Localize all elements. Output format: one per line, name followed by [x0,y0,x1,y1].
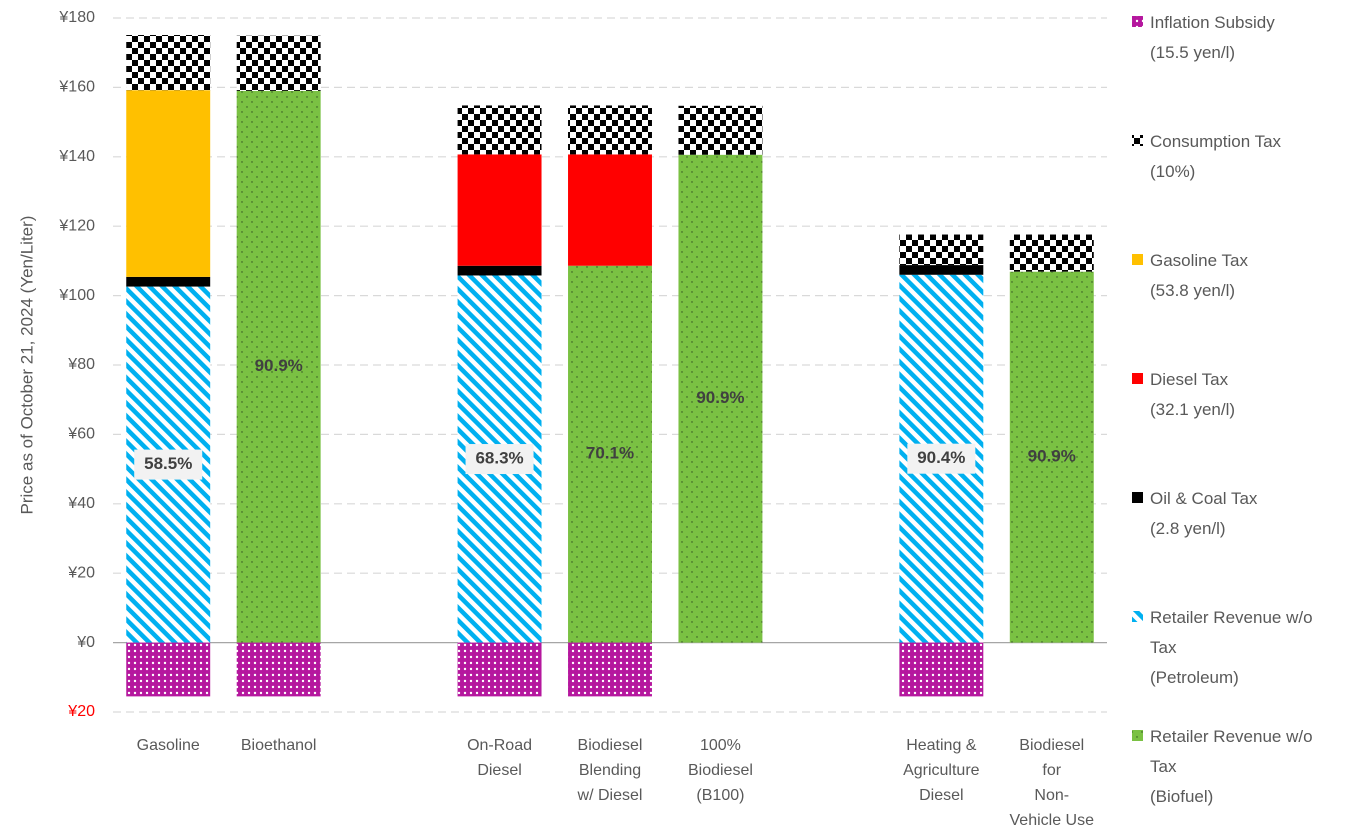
y-tick-label: ¥80 [67,356,95,373]
bar-segment [457,642,542,697]
legend-marker [1132,135,1143,146]
legend-marker [1132,16,1143,27]
bar-segment [126,90,211,277]
bar-segment [899,265,984,275]
legend-label: Inflation Subsidy (15.5 yen/l) [1150,13,1275,62]
x-tick-label: Bioethanol [240,737,317,754]
bar-segment [568,105,652,155]
data-label: 58.5% [144,454,192,473]
bar-segment [457,154,542,266]
bar-segment [236,90,321,643]
y-tick-label: ¥140 [58,148,95,165]
legend-label: Gasoline Tax (53.8 yen/l) [1150,251,1248,300]
bar-segment [568,265,652,643]
data-label: 90.9% [696,388,744,407]
bar-segment [236,35,321,91]
y-tick-label: ¥60 [67,426,95,443]
bar-segment [899,642,984,697]
legend-label: Oil & Coal Tax (2.8 yen/l) [1150,489,1258,538]
legend-marker [1132,254,1143,265]
legend-label: Diesel Tax (32.1 yen/l) [1150,370,1236,419]
y-tick-label: ¥20 [67,703,95,720]
bar-segment [899,234,984,266]
x-tick-label: On-Road Diesel [467,737,532,779]
bar-segment [568,642,652,697]
legend-marker [1132,730,1143,741]
y-tick-label: ¥100 [58,287,95,304]
legend-label: Retailer Revenue w/o Tax (Petroleum) [1150,608,1313,687]
y-tick-label: ¥160 [58,79,95,96]
legend-label: Retailer Revenue w/o Tax (Biofuel) [1150,727,1313,806]
legend-marker [1132,611,1143,622]
legend-label: Consumption Tax (10%) [1150,132,1282,181]
bar-segment [678,105,763,155]
data-label: 90.4% [917,448,965,467]
data-label: 68.3% [475,449,523,468]
bar-segment [457,105,542,155]
bar-segment [126,35,211,91]
data-label: 90.9% [1028,447,1076,466]
y-tick-label: ¥20 [67,564,95,581]
label-box [134,449,203,480]
label-box [465,444,534,475]
bar-segment [568,154,652,266]
legend-marker [1132,373,1143,384]
data-label: 70.1% [586,444,634,463]
bar-segment [1009,271,1094,643]
y-tick-label: ¥180 [58,9,95,26]
y-tick-label: ¥0 [76,634,95,651]
bar-segment [1009,234,1094,272]
data-label: 90.9% [255,356,303,375]
x-tick-label: Heating & Agriculture Diesel [903,737,980,804]
y-axis-title: Price as of October 21, 2024 (Yen/Liter) [17,216,36,515]
y-tick-label: ¥40 [67,495,95,512]
legend-marker [1132,492,1143,503]
label-box [907,443,976,474]
x-tick-label: Biodiesel Blending w/ Diesel [577,737,643,804]
bar-segment [457,265,542,276]
bar-segment [236,642,321,697]
bar-segment [126,276,211,287]
bar-segment [678,154,763,643]
x-tick-label: 100% Biodiesel (B100) [687,737,753,804]
bar-segment [126,642,211,697]
x-tick-label: Biodiesel for Non- Vehicle Use [1009,737,1095,829]
x-tick-label: Gasoline [136,737,200,754]
y-tick-label: ¥120 [58,217,95,234]
